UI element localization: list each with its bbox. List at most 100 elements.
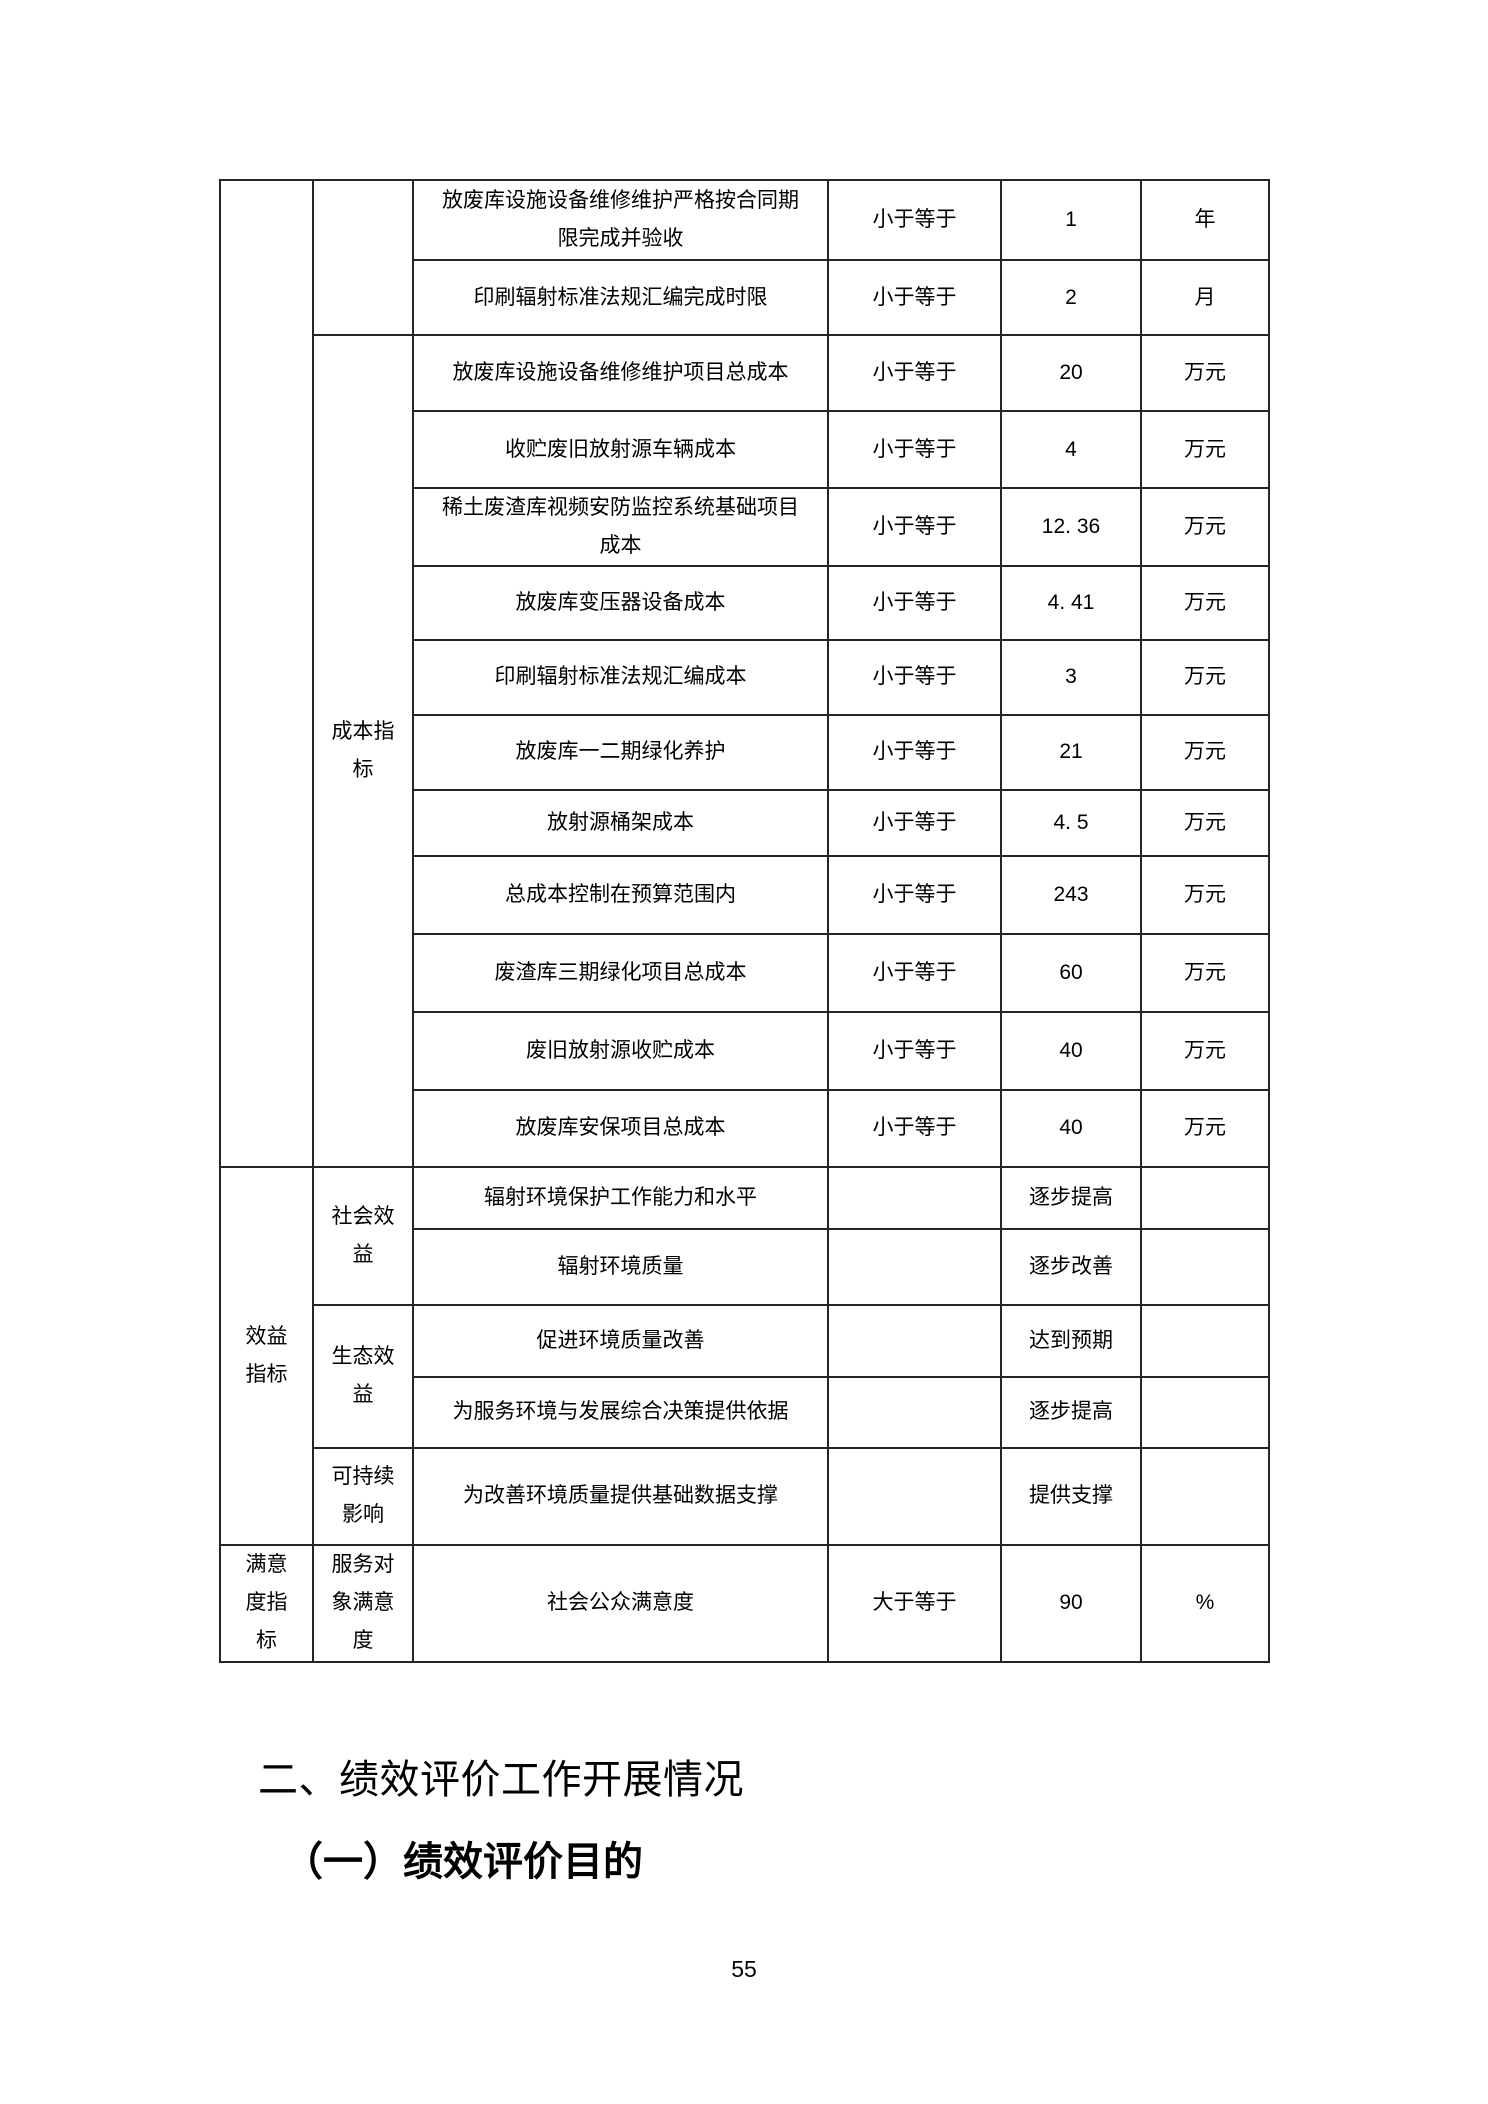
table-row: 放废库安保项目总成本 小于等于 40 万元 [220, 1088, 1270, 1168]
target-value-cell: 243 [1000, 854, 1142, 935]
unit-cell [1140, 1375, 1270, 1449]
table-row: 放废库变压器设备成本 小于等于 4. 41 万元 [220, 564, 1270, 641]
unit-cell: 万元 [1140, 788, 1270, 857]
table-row: 稀土废渣库视频安防监控系统基础项目 成本 小于等于 12. 36 万元 [220, 487, 1270, 567]
indicator-name-cell: 废渣库三期绿化项目总成本 [412, 932, 829, 1013]
target-value-cell: 提供支撑 [1000, 1446, 1142, 1546]
indicator-name-cell: 放射源桶架成本 [412, 788, 829, 857]
unit-cell: 万元 [1140, 638, 1270, 716]
target-value-cell: 3 [1000, 638, 1142, 716]
unit-cell [1140, 1303, 1270, 1378]
unit-cell [1140, 1446, 1270, 1546]
table-row: 满意 度指 标 服务对 象满意 度 社会公众满意度 大于等于 90 % [219, 1543, 1270, 1663]
comparison-cell: 小于等于 [827, 713, 1002, 791]
subcategory-cell: 生态效 益 [312, 1303, 414, 1449]
comparison-cell [827, 1165, 1002, 1230]
indicator-name-cell: 总成本控制在预算范围内 [412, 854, 829, 935]
indicator-name-cell: 印刷辐射标准法规汇编完成时限 [412, 259, 829, 336]
unit-cell: 年 [1140, 179, 1270, 261]
subcategory-cell: 可持续 影响 [312, 1446, 414, 1546]
indicator-name-cell: 社会公众满意度 [412, 1543, 829, 1663]
table-row: 为服务环境与发展综合决策提供依据 逐步提高 [220, 1375, 1270, 1449]
indicator-name-cell: 稀土废渣库视频安防监控系统基础项目 成本 [412, 487, 829, 567]
table-row: 放废库一二期绿化养护 小于等于 21 万元 [220, 713, 1270, 791]
comparison-cell: 大于等于 [827, 1543, 1002, 1663]
target-value-cell: 逐步提高 [1000, 1375, 1142, 1449]
unit-cell [1140, 1227, 1270, 1306]
indicator-name-cell: 放废库一二期绿化养护 [412, 713, 829, 791]
subcategory-cell [312, 179, 414, 336]
unit-cell: % [1140, 1543, 1270, 1663]
indicator-name-cell: 放废库设施设备维修维护项目总成本 [412, 334, 829, 412]
table-row: 生态效 益 促进环境质量改善 达到预期 [220, 1303, 1270, 1449]
comparison-cell: 小于等于 [827, 259, 1002, 336]
target-value-cell: 60 [1000, 932, 1142, 1013]
table-row: 成本指 标 放废库设施设备维修维护项目总成本 小于等于 20 万元 [220, 334, 1270, 1168]
table-row: 总成本控制在预算范围内 小于等于 243 万元 [220, 854, 1270, 935]
indicator-name-cell: 促进环境质量改善 [412, 1303, 829, 1378]
unit-cell [1140, 1165, 1270, 1230]
indicator-name-cell: 为改善环境质量提供基础数据支撑 [412, 1446, 829, 1546]
comparison-cell: 小于等于 [827, 932, 1002, 1013]
unit-cell: 万元 [1140, 932, 1270, 1013]
comparison-cell: 小于等于 [827, 1088, 1002, 1168]
unit-cell: 万元 [1140, 1010, 1270, 1091]
target-value-cell: 4. 41 [1000, 564, 1142, 641]
comparison-cell: 小于等于 [827, 179, 1002, 261]
table-row: 放废库设施设备维修维护严格按合同期 限完成并验收 小于等于 1 年 [219, 179, 1270, 1168]
unit-cell: 万元 [1140, 713, 1270, 791]
indicator-name-cell: 印刷辐射标准法规汇编成本 [412, 638, 829, 716]
indicator-name-cell: 辐射环境质量 [412, 1227, 829, 1306]
comparison-cell [827, 1303, 1002, 1378]
table-row: 放射源桶架成本 小于等于 4. 5 万元 [220, 788, 1270, 857]
unit-cell: 万元 [1140, 854, 1270, 935]
unit-cell: 万元 [1140, 334, 1270, 412]
comparison-cell [827, 1227, 1002, 1306]
target-value-cell: 40 [1000, 1088, 1142, 1168]
section-heading: 二、绩效评价工作开展情况 [258, 1758, 744, 1802]
unit-cell: 万元 [1140, 564, 1270, 641]
comparison-cell [827, 1446, 1002, 1546]
category-cell: 效益 指标 [219, 1165, 314, 1546]
performance-indicator-table: 放废库设施设备维修维护严格按合同期 限完成并验收 小于等于 1 年 印刷辐射标准… [219, 179, 1270, 1663]
unit-cell: 月 [1140, 259, 1270, 336]
subsection-heading: （一）绩效评价目的 [283, 1840, 643, 1884]
target-value-cell: 逐步改善 [1000, 1227, 1142, 1306]
target-value-cell: 2 [1000, 259, 1142, 336]
unit-cell: 万元 [1140, 410, 1270, 489]
comparison-cell: 小于等于 [827, 564, 1002, 641]
indicator-name-cell: 收贮废旧放射源车辆成本 [412, 410, 829, 489]
indicator-name-cell: 放废库安保项目总成本 [412, 1088, 829, 1168]
table-row: 印刷辐射标准法规汇编完成时限 小于等于 2 月 [220, 259, 1270, 336]
indicator-name-cell: 为服务环境与发展综合决策提供依据 [412, 1375, 829, 1449]
table-row: 可持续 影响 为改善环境质量提供基础数据支撑 提供支撑 [220, 1446, 1270, 1546]
unit-cell: 万元 [1140, 487, 1270, 567]
target-value-cell: 40 [1000, 1010, 1142, 1091]
indicator-name-cell: 废旧放射源收贮成本 [412, 1010, 829, 1091]
category-cell [219, 179, 314, 1168]
page-number: 55 [731, 1956, 757, 1982]
category-cell: 满意 度指 标 [219, 1543, 314, 1663]
target-value-cell: 4. 5 [1000, 788, 1142, 857]
subcategory-cell: 社会效 益 [312, 1165, 414, 1306]
table-row: 辐射环境质量 逐步改善 [220, 1227, 1270, 1306]
indicator-name-cell: 辐射环境保护工作能力和水平 [412, 1165, 829, 1230]
table-row: 印刷辐射标准法规汇编成本 小于等于 3 万元 [220, 638, 1270, 716]
target-value-cell: 12. 36 [1000, 487, 1142, 567]
comparison-cell: 小于等于 [827, 1010, 1002, 1091]
indicator-name-cell: 放废库设施设备维修维护严格按合同期 限完成并验收 [412, 179, 829, 261]
target-value-cell: 1 [1000, 179, 1142, 261]
comparison-cell: 小于等于 [827, 487, 1002, 567]
comparison-cell [827, 1375, 1002, 1449]
target-value-cell: 达到预期 [1000, 1303, 1142, 1378]
unit-cell: 万元 [1140, 1088, 1270, 1168]
target-value-cell: 20 [1000, 334, 1142, 412]
target-value-cell: 21 [1000, 713, 1142, 791]
comparison-cell: 小于等于 [827, 334, 1002, 412]
table-row: 收贮废旧放射源车辆成本 小于等于 4 万元 [220, 410, 1270, 489]
comparison-cell: 小于等于 [827, 854, 1002, 935]
comparison-cell: 小于等于 [827, 410, 1002, 489]
target-value-cell: 4 [1000, 410, 1142, 489]
comparison-cell: 小于等于 [827, 638, 1002, 716]
